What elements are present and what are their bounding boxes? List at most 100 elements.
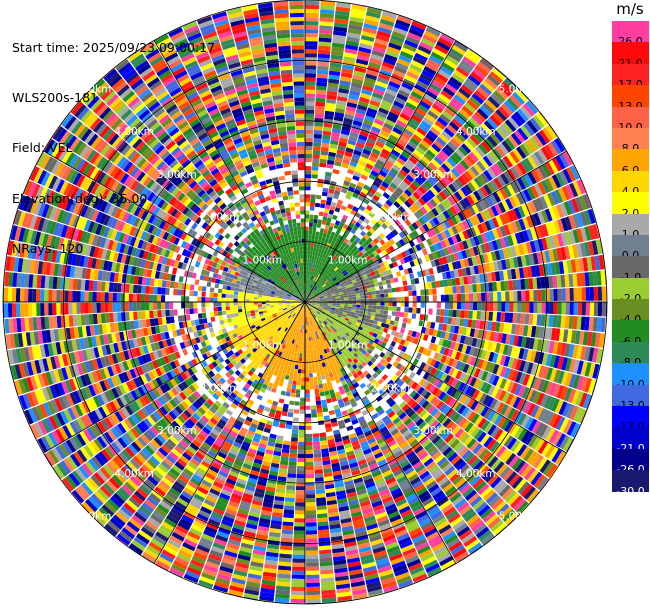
velocity-gate [308, 226, 313, 231]
velocity-gate [439, 316, 445, 324]
velocity-gate [367, 311, 372, 316]
velocity-gate [310, 295, 315, 299]
velocity-gate [466, 120, 478, 132]
velocity-gate [339, 295, 344, 299]
velocity-gate [335, 252, 340, 258]
velocity-gate [305, 393, 310, 398]
velocity-gate [342, 252, 348, 258]
velocity-gate [396, 119, 407, 128]
velocity-gate [356, 299, 361, 302]
velocity-gate [280, 390, 286, 396]
velocity-gate [297, 462, 305, 467]
velocity-gate [463, 197, 472, 208]
velocity-gate [365, 163, 374, 170]
velocity-gate [408, 171, 417, 180]
velocity-gate [476, 283, 481, 293]
velocity-gate [324, 114, 334, 120]
velocity-gate [316, 243, 321, 249]
velocity-gate [436, 302, 441, 309]
velocity-gate [320, 5, 335, 11]
velocity-gate [355, 142, 365, 149]
velocity-gate [324, 269, 328, 274]
velocity-gate [314, 473, 324, 478]
velocity-gate [317, 219, 322, 225]
velocity-gate [366, 315, 371, 320]
velocity-gate [399, 50, 414, 60]
velocity-gate [399, 112, 411, 121]
velocity-gate [327, 192, 334, 198]
velocity-gate [351, 294, 357, 297]
velocity-gate [500, 312, 506, 323]
velocity-gate [405, 174, 415, 183]
velocity-gate [305, 349, 308, 354]
velocity-gate [388, 42, 402, 51]
velocity-gate [359, 260, 365, 265]
velocity-gate [313, 146, 321, 151]
velocity-gate [292, 356, 297, 361]
velocity-gate [394, 123, 405, 132]
velocity-gate [448, 121, 460, 132]
velocity-gate [365, 73, 378, 81]
velocity-gate [321, 399, 327, 405]
velocity-gate [350, 209, 357, 216]
velocity-gate [352, 296, 357, 300]
velocity-gate [287, 469, 297, 474]
velocity-gate [307, 258, 310, 263]
velocity-gate [369, 57, 383, 66]
velocity-gate [305, 522, 317, 527]
velocity-gate [377, 26, 392, 35]
velocity-gate [369, 187, 377, 195]
velocity-gate [324, 175, 332, 181]
velocity-gate [356, 296, 361, 300]
velocity-gate [465, 77, 479, 90]
velocity-gate [289, 449, 298, 454]
velocity-gate [392, 211, 400, 219]
velocity-gate [306, 266, 309, 271]
velocity-gate [415, 352, 422, 360]
velocity-gate [305, 85, 316, 90]
velocity-gate [413, 165, 423, 174]
velocity-gate [320, 281, 325, 286]
velocity-gate [312, 162, 320, 167]
velocity-gate [291, 364, 296, 369]
velocity-gate [501, 291, 506, 302]
velocity-gate [327, 239, 333, 244]
velocity-gate [417, 104, 429, 114]
velocity-gate [333, 190, 341, 196]
velocity-gate [449, 138, 461, 149]
velocity-gate [330, 54, 343, 61]
velocity-gate [352, 192, 359, 199]
velocity-gate [479, 105, 492, 117]
velocity-gate [517, 127, 529, 141]
velocity-gate [298, 437, 305, 442]
velocity-gate [401, 109, 413, 118]
velocity-gate [312, 290, 316, 295]
velocity-gate [309, 287, 312, 292]
velocity-gate [535, 132, 547, 146]
velocity-gate [437, 117, 449, 127]
velocity-gate [358, 239, 364, 246]
velocity-gate [514, 130, 526, 143]
velocity-gate [305, 510, 317, 515]
velocity-gate [305, 389, 310, 394]
velocity-gate [529, 302, 534, 313]
velocity-gate [392, 297, 397, 302]
velocity-gate [316, 505, 327, 511]
velocity-gate [427, 86, 440, 97]
velocity-gate [345, 40, 359, 47]
velocity-gate [305, 478, 315, 483]
velocity-gate [352, 240, 358, 246]
velocity-gate [421, 194, 429, 204]
velocity-gate [355, 237, 361, 243]
velocity-gate [481, 292, 486, 302]
velocity-gate [310, 352, 314, 358]
velocity-gate [504, 119, 517, 132]
velocity-gate [327, 285, 332, 289]
velocity-gate [379, 18, 395, 27]
velocity-gate [334, 157, 343, 163]
velocity-gate [597, 286, 603, 301]
velocity-gate [317, 182, 324, 188]
velocity-gate [370, 96, 382, 104]
velocity-gate [323, 278, 327, 283]
velocity-gate [349, 161, 358, 168]
